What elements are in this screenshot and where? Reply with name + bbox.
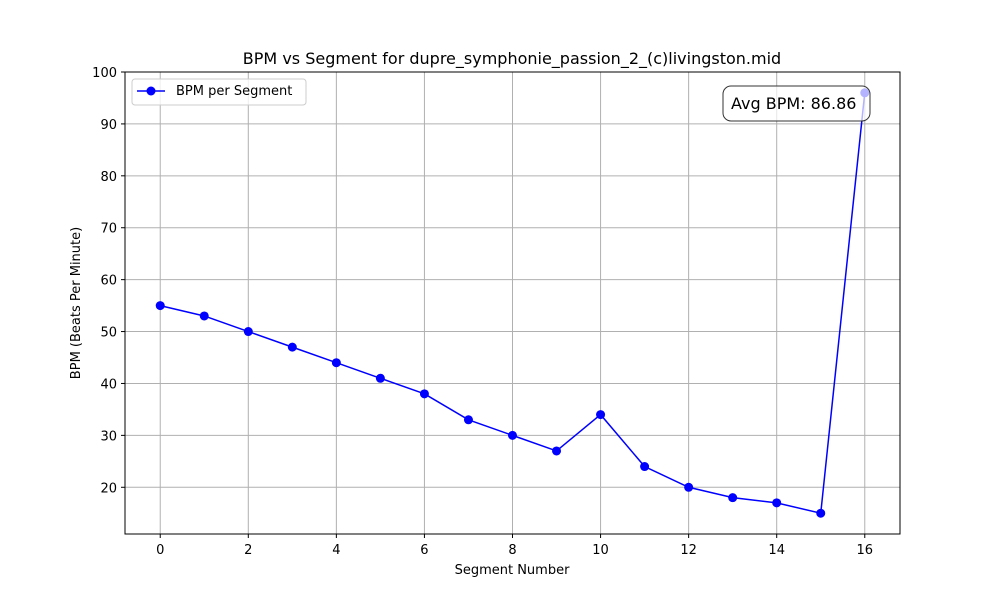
data-point <box>419 389 429 399</box>
data-point <box>728 493 738 503</box>
legend-label: BPM per Segment <box>176 84 292 99</box>
y-tick-label: 70 <box>100 222 117 237</box>
x-tick-label: 10 <box>592 543 609 558</box>
annotation-text: Avg BPM: 86.86 <box>731 94 856 113</box>
data-point <box>331 358 341 368</box>
data-point <box>816 508 826 518</box>
y-axis-label: BPM (Beats Per Minute) <box>69 227 84 379</box>
annotation-border <box>722 85 871 122</box>
y-tick-label: 30 <box>100 429 117 444</box>
data-point <box>596 410 606 420</box>
x-tick-label: 16 <box>856 543 873 558</box>
x-tick-label: 2 <box>244 543 252 558</box>
x-axis-label: Segment Number <box>455 563 571 578</box>
chart-title: BPM vs Segment for dupre_symphonie_passi… <box>243 49 781 69</box>
legend-box <box>131 78 307 106</box>
y-tick-label: 40 <box>100 377 117 392</box>
annotation-box: Avg BPM: 86.86 <box>722 85 871 122</box>
x-tick-label: 12 <box>680 543 697 558</box>
data-point <box>463 415 473 425</box>
y-tick-label: 80 <box>100 170 117 185</box>
y-axis-ticks: 20 30 40 50 60 70 80 90 100 <box>92 66 125 496</box>
x-tick-label: 0 <box>156 543 164 558</box>
series-layer <box>155 88 870 518</box>
data-point <box>684 482 694 492</box>
x-axis-ticks: 0 2 4 6 8 10 12 14 16 <box>156 534 873 558</box>
data-point <box>508 430 517 440</box>
data-point <box>243 327 253 337</box>
x-tick-label: 6 <box>420 543 428 558</box>
legend-marker-swatch <box>146 86 156 96</box>
data-point <box>199 311 209 321</box>
data-point <box>640 462 650 472</box>
x-tick-label: 14 <box>768 543 785 558</box>
x-tick-label: 8 <box>508 543 516 558</box>
data-point <box>552 446 562 456</box>
x-tick-label: 4 <box>332 543 340 558</box>
y-tick-label: 90 <box>100 118 117 133</box>
data-point <box>772 498 782 508</box>
data-point <box>155 301 165 311</box>
y-tick-label: 50 <box>100 326 117 341</box>
y-tick-label: 100 <box>92 66 117 81</box>
legend: BPM per Segment <box>131 78 307 106</box>
y-tick-label: 60 <box>100 274 117 289</box>
y-tick-label: 20 <box>100 481 117 496</box>
data-point <box>287 342 297 352</box>
data-point <box>375 373 385 383</box>
